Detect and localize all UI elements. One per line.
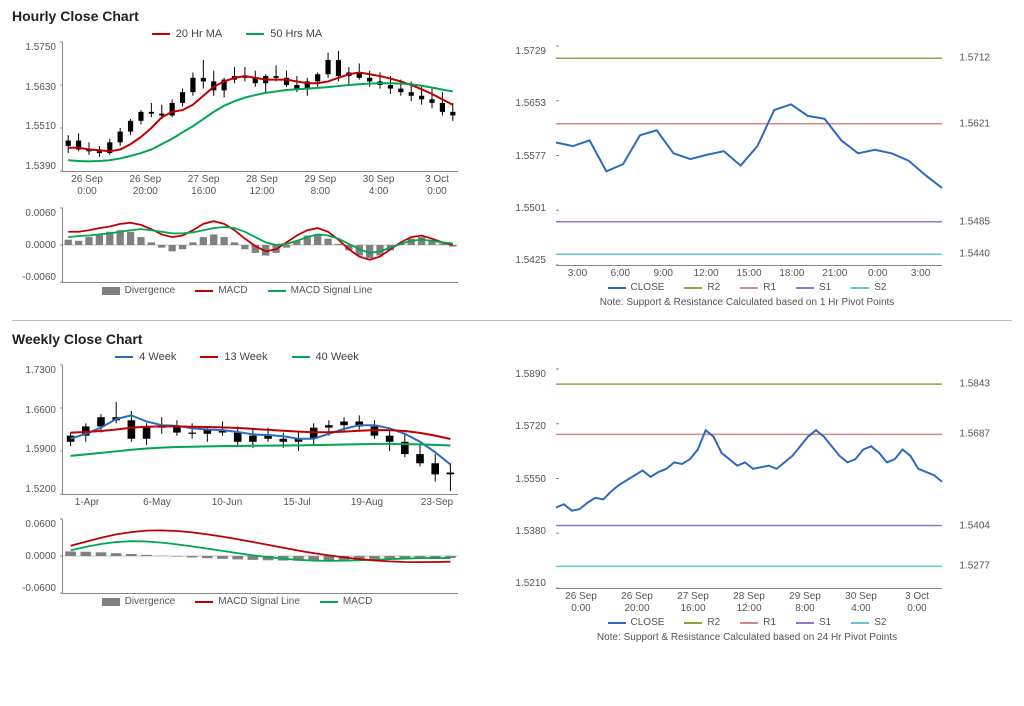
hourly-main-plot [62,42,458,172]
weekly-macd-plot [62,519,458,594]
weekly-main-xlabels: 1-Apr6-May10-Jun15-Jul19-Aug23-Sep [62,497,462,509]
weekly-main-ylabels: 1.73001.66001.59001.5200 [12,365,60,495]
weekly-main-chart: 1.73001.66001.59001.5200 [12,365,462,495]
hourly-section: Hourly Close Chart 20 Hr MA50 Hrs MA 1.5… [12,8,1012,308]
hourly-title: Hourly Close Chart [12,8,1012,24]
hourly-pivot-legend: CLOSER2R1S1S2 [502,282,992,293]
hourly-macd-chart: 0.00600.0000-0.0060 [12,208,462,283]
hourly-main-legend: 20 Hr MA50 Hrs MA [12,28,462,40]
weekly-main-legend: 4 Week13 Week40 Week [12,351,462,363]
hourly-main-ylabels: 1.57501.56301.55101.5390 [12,42,60,172]
hourly-macd-ylabels: 0.00600.0000-0.0060 [12,208,60,283]
hourly-macd-legend: DivergenceMACDMACD Signal Line [12,285,462,296]
weekly-title: Weekly Close Chart [12,331,1012,347]
hourly-pivot-xlabels: 3:006:009:0012:0015:0018:0021:000:003:00 [556,268,942,280]
section-divider [12,320,1012,321]
weekly-macd-chart: 0.06000.0000-0.0600 [12,519,462,594]
hourly-main-chart: 1.57501.56301.55101.5390 [12,42,462,172]
hourly-pivot-ylabels: 1.57291.56531.55771.55011.5425 [502,46,550,266]
weekly-pivot-ylabels: 1.58901.57201.55501.53801.5210 [502,369,550,589]
dashboard-container: Hourly Close Chart 20 Hr MA50 Hrs MA 1.5… [0,0,1024,663]
weekly-pivot-chart: 1.58901.57201.55501.53801.5210 1.58431.5… [502,369,992,589]
hourly-pivot-note: Note: Support & Resistance Calculated ba… [502,297,992,308]
weekly-pivot-note: Note: Support & Resistance Calculated ba… [502,632,992,643]
weekly-pivot-plot: 1.58431.56871.54041.5277 [556,369,942,589]
hourly-pivot-plot: 1.57121.56211.54851.5440 [556,46,942,266]
hourly-main-xlabels: 26 Sep0:0026 Sep20:0027 Sep16:0028 Sep12… [62,174,462,198]
weekly-macd-ylabels: 0.06000.0000-0.0600 [12,519,60,594]
hourly-macd-plot [62,208,458,283]
weekly-macd-legend: DivergenceMACD Signal LineMACD [12,596,462,607]
hourly-pivot-chart: 1.57291.56531.55771.55011.5425 1.57121.5… [502,46,992,266]
weekly-main-plot [62,365,458,495]
weekly-pivot-legend: CLOSER2R1S1S2 [502,617,992,628]
weekly-section: Weekly Close Chart 4 Week13 Week40 Week … [12,331,1012,643]
weekly-pivot-xlabels: 26 Sep0:0026 Sep20:0027 Sep16:0028 Sep12… [556,591,942,615]
